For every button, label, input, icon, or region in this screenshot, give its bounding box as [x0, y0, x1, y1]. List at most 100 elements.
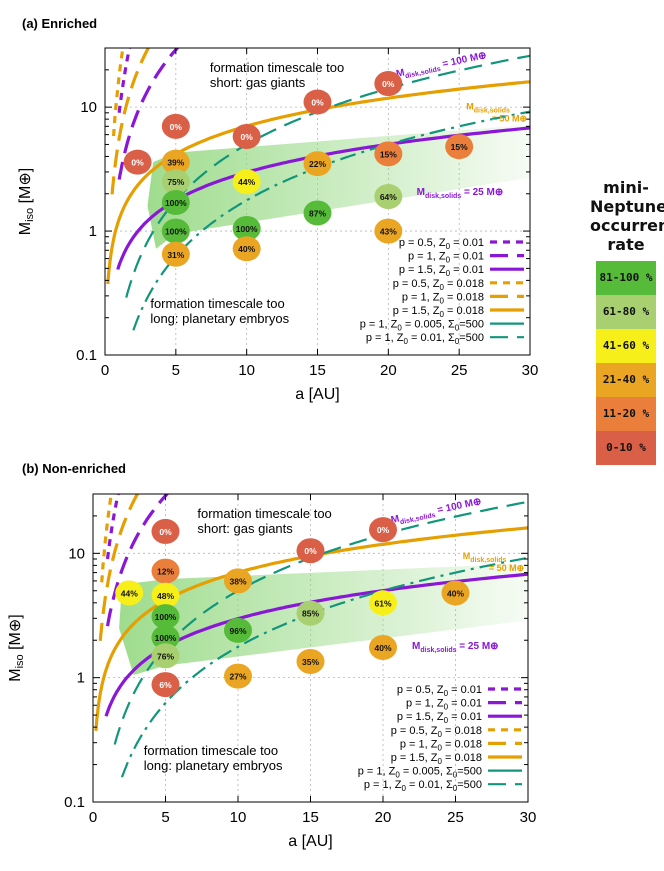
occurrence-point — [232, 215, 261, 241]
x-tick-label: 30 — [522, 362, 539, 379]
occurrence-label: 85% — [302, 609, 319, 619]
occurrence-label: 44% — [121, 588, 138, 598]
annotation-embryos: formation timescale too — [150, 296, 284, 311]
occurrence-label: 0% — [304, 546, 317, 556]
legend-label: p = 0.5, Z0 = 0.01 — [397, 684, 482, 698]
y-tick-label: 1 — [77, 670, 85, 687]
colorbar-bin-0-10: 0-10 % — [596, 431, 656, 465]
occurrence-point — [224, 617, 252, 643]
x-tick-label: 5 — [172, 362, 180, 379]
occurrence-label: 100% — [155, 612, 177, 622]
curve-6 — [120, 556, 528, 778]
mdisk-25-label: Mdisk,solids = 25 M⊕ — [417, 187, 504, 200]
occurrence-point — [161, 149, 190, 175]
occurrence-point — [115, 580, 144, 606]
occurrence-point — [369, 634, 397, 660]
y-tick-label: 0.1 — [64, 794, 85, 811]
colorbar-title: mini- Neptune occurrence rate — [590, 178, 664, 254]
occurrence-point — [303, 151, 332, 177]
legend-label: p = 0.5, Z0 = 0.01 — [399, 237, 484, 251]
curve-1 — [105, 494, 170, 627]
occurrence-label: 100% — [165, 227, 187, 237]
legend-label: p = 1, Z0 = 0.005, Σ0=500 — [360, 319, 484, 333]
occurrence-label: 75% — [167, 177, 184, 187]
occurrence-point — [151, 604, 180, 630]
occurrence-label: 38% — [229, 576, 246, 586]
occurrence-point — [296, 648, 325, 674]
legend-label: p = 1, Z0 = 0.01, Σ0=500 — [366, 332, 484, 346]
legend: p = 0.5, Z0 = 0.01p = 1, Z0 = 0.01p = 1.… — [360, 237, 524, 346]
occurrence-label: 40% — [447, 588, 464, 598]
curve-2 — [104, 572, 528, 717]
occurrence-label: 100% — [165, 198, 187, 208]
mini-neptune-band — [119, 563, 528, 675]
curve-7 — [125, 54, 530, 298]
x-tick-label: 0 — [101, 362, 109, 379]
occurrence-point — [151, 582, 180, 608]
chart-panel-b: 0 5 10 15 20 25 30 0.1 1 10 a [AU] Miso [M⊕] formati… — [7, 493, 536, 850]
x-tick-label: 15 — [309, 362, 326, 379]
occurrence-label: 48% — [157, 591, 174, 601]
x-tick-label: 20 — [380, 362, 397, 379]
mdisk-50-value: = 50 M⊕ — [492, 113, 527, 123]
occurrence-point — [224, 663, 252, 689]
occurrence-label: 44% — [238, 177, 255, 187]
occurrence-label: 6% — [159, 680, 172, 690]
colorbar: mini- Neptune occurrence rate 81-100 % 6… — [590, 178, 664, 465]
legend-label: p = 1, Z0 = 0.01 — [406, 698, 482, 712]
annotation-embryos: long: planetary embryos — [144, 758, 283, 773]
annotation-gas-giants: formation timescale too — [210, 60, 344, 75]
mdisk-25-label: Mdisk,solids = 25 M⊕ — [412, 641, 499, 654]
colorbar-bin-81-100: 81-100 % — [596, 261, 656, 295]
annotation-embryos: long: planetary embryos — [150, 311, 289, 326]
x-axis-label: a [AU] — [288, 833, 332, 850]
occurrence-point — [445, 134, 474, 160]
occurrence-point — [369, 590, 397, 616]
colorbar-title-line: mini- — [603, 178, 649, 197]
occurrence-label: 27% — [229, 672, 246, 682]
occurrence-point — [232, 236, 261, 262]
occurrence-point — [303, 200, 332, 226]
legend-label: p = 1, Z0 = 0.01 — [408, 251, 484, 265]
legend-label: p = 1.5, Z0 = 0.018 — [393, 305, 484, 319]
ticks — [92, 493, 529, 803]
occurrence-label: 22% — [309, 159, 326, 169]
occurrence-point — [303, 89, 332, 115]
legend-label: p = 1, Z0 = 0.01, Σ0=500 — [364, 779, 482, 793]
colorbar-title-line: occurrence — [590, 216, 664, 235]
x-tick-label: 25 — [451, 362, 468, 379]
x-tick-label: 15 — [302, 809, 319, 826]
occurrence-label: 0% — [241, 132, 254, 142]
legend-label: p = 1, Z0 = 0.005, Σ0=500 — [358, 766, 482, 780]
mdisk-50-value: = 50 M⊕ — [489, 563, 524, 573]
curve-6 — [132, 110, 530, 331]
occurrence-point — [374, 141, 403, 167]
occurrence-point — [123, 149, 152, 175]
occurrence-point — [161, 190, 190, 216]
mdisk-100-label: Mdisk,solids = 100 M⊕ — [395, 50, 488, 82]
colorbar-bin-21-40: 21-40 % — [596, 363, 656, 397]
occurrence-label: 15% — [451, 142, 468, 152]
occurrence-point — [374, 218, 403, 244]
legend-label: p = 1.5, Z0 = 0.01 — [397, 711, 482, 725]
curve-4 — [110, 48, 151, 195]
occurrence-points: 0% 12% 44% 48% 100% 100% 76% 6% 38% 96% 27% 0% 85% 35… — [115, 517, 470, 698]
colorbar-title-line: rate — [607, 235, 645, 254]
y-tick-label: 0.1 — [76, 347, 97, 364]
occurrence-points: 0% 0% 39% 75% 100% 100% 31% 0% 44% 100% 40% 0% 22% 87… — [123, 71, 474, 267]
annotation-gas-giants: short: gas giants — [197, 521, 293, 536]
y-tick-label: 1 — [89, 223, 97, 240]
occurrence-label: 12% — [157, 567, 174, 577]
occurrence-label: 0% — [311, 98, 324, 108]
occurrence-point — [232, 169, 261, 195]
occurrence-label: 76% — [157, 651, 174, 661]
occurrence-label: 0% — [170, 122, 183, 132]
x-tick-label: 20 — [375, 809, 392, 826]
occurrence-label: 100% — [155, 633, 177, 643]
x-tick-label: 0 — [89, 809, 97, 826]
legend-label: p = 1.5, Z0 = 0.01 — [399, 264, 484, 278]
occurrence-point — [151, 672, 180, 698]
occurrence-point — [161, 169, 190, 195]
occurrence-point — [151, 643, 180, 669]
occurrence-label: 61% — [374, 598, 391, 608]
